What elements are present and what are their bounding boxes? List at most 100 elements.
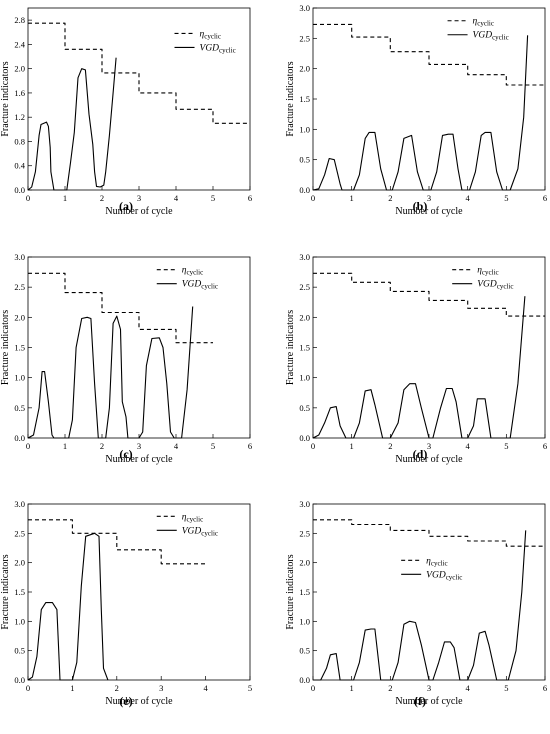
x-tick-label: 2: [115, 683, 119, 693]
x-tick-label: 2: [100, 193, 104, 203]
x-tick-label: 1: [63, 441, 67, 451]
y-tick-label: 1.0: [299, 616, 310, 626]
x-tick-label: 2: [388, 193, 392, 203]
x-tick-label: 0: [26, 193, 30, 203]
vgd-cyclic-line: [312, 35, 529, 191]
legend: ηcyclic VGDcyclic: [174, 29, 236, 54]
x-axis-label: Number of cycle: [395, 454, 463, 465]
vgd-cyclic-line: [27, 532, 109, 681]
y-tick-label: 2.5: [299, 282, 310, 292]
panel-caption: (a): [119, 199, 133, 213]
y-tick-label: 2.4: [14, 39, 25, 49]
legend: ηcyclic VGDcyclic: [156, 512, 218, 537]
y-tick-label: 0.5: [14, 403, 25, 413]
vgd-cyclic-line: [27, 57, 117, 191]
y-tick-label: 2.8: [14, 15, 25, 25]
y-tick-label: 0.5: [14, 646, 25, 656]
x-tick-label: 4: [466, 441, 471, 451]
legend-vgd-label: VGDcyclic: [473, 31, 509, 42]
x-tick-label: 0: [311, 193, 315, 203]
y-axis-label: Fracture indicators: [0, 554, 11, 629]
x-axis-label: Number of cycle: [105, 454, 173, 465]
vgd-cyclic-line: [313, 530, 527, 681]
eta-cyclic-line: [313, 519, 545, 547]
y-axis-label: Fracture indicators: [285, 310, 296, 385]
vgd-cyclic-line: [27, 306, 194, 439]
y-tick-label: 2.0: [299, 64, 310, 74]
y-tick-label: 2.5: [299, 33, 310, 43]
x-tick-label: 6: [248, 193, 252, 203]
x-tick-label: 0: [26, 683, 30, 693]
plot-frame: [312, 7, 546, 191]
legend: ηcyclic VGDcyclic: [452, 266, 513, 291]
legend-vgd-label: VGDcyclic: [426, 570, 462, 581]
y-axis-label: Fracture indicators: [285, 554, 296, 629]
legend: ηcyclic VGDcyclic: [401, 556, 462, 581]
y-tick-label: 2.5: [14, 282, 25, 292]
y-tick-label: 2.5: [14, 528, 25, 538]
x-tick-label: 1: [350, 193, 354, 203]
y-tick-label: 1.5: [299, 587, 310, 597]
x-tick-label: 0: [26, 441, 30, 451]
chart-panel-5: 0 1 2 3 4 5 0.0 0.5 1.0 1.5 2.0 2.5 3.0 Number of cyc…: [0, 499, 252, 708]
y-tick-label: 2.5: [299, 528, 310, 538]
x-axis-label: Number of cycle: [105, 206, 173, 217]
x-tick-label: 3: [137, 193, 141, 203]
x-tick-label: 0: [311, 683, 315, 693]
y-tick-label: 0.0: [14, 675, 25, 685]
x-tick-label: 1: [63, 193, 67, 203]
y-tick-label: 3.0: [14, 499, 25, 509]
y-axis-label: Fracture indicators: [0, 310, 11, 385]
x-tick-label: 6: [543, 193, 547, 203]
y-tick-label: 0.8: [14, 136, 25, 146]
panel-caption: (e): [119, 694, 132, 708]
legend-eta-label: ηcyclic: [473, 17, 494, 28]
legend-eta-label: ηcyclic: [182, 512, 203, 523]
y-tick-label: 1.5: [14, 343, 25, 353]
y-tick-label: 1.0: [299, 373, 310, 383]
y-tick-label: 2.0: [299, 558, 310, 568]
y-tick-label: 3.0: [299, 499, 310, 509]
y-tick-label: 1.0: [299, 124, 310, 134]
y-tick-label: 0.0: [14, 433, 25, 443]
legend-eta-label: ηcyclic: [477, 266, 498, 277]
legend: ηcyclic VGDcyclic: [156, 266, 218, 291]
y-axis-label: Fracture indicators: [285, 61, 296, 136]
chart-panel-6: 0 1 2 3 4 5 6 0.0 0.5 1.0 1.5 2.0 2.5 3.0 Number of cy…: [285, 499, 547, 708]
y-tick-label: 1.5: [299, 343, 310, 353]
y-tick-label: 1.5: [299, 94, 310, 104]
chart-panel-2: 0 1 2 3 4 5 6 0.0 0.5 1.0 1.5 2.0 2.5 3.0 Number of cy…: [285, 3, 547, 217]
chart-panel-3: 0 1 2 3 4 5 6 0.0 0.5 1.0 1.5 2.0 2.5 3.0 Number of cy…: [0, 252, 252, 465]
y-tick-label: 3.0: [14, 252, 25, 262]
vgd-cyclic-line: [312, 296, 526, 439]
y-tick-label: 1.2: [14, 112, 25, 122]
x-tick-label: 0: [311, 441, 315, 451]
x-tick-label: 4: [466, 193, 471, 203]
x-tick-label: 3: [159, 683, 163, 693]
x-tick-label: 6: [543, 441, 547, 451]
y-tick-label: 2.0: [14, 64, 25, 74]
y-tick-label: 1.5: [14, 587, 25, 597]
x-tick-label: 1: [350, 441, 354, 451]
x-axis-label: Number of cycle: [395, 206, 463, 217]
legend-vgd-label: VGDcyclic: [477, 280, 513, 291]
y-tick-label: 1.0: [14, 616, 25, 626]
eta-cyclic-line: [313, 272, 545, 317]
y-tick-label: 0.0: [299, 433, 310, 443]
x-tick-label: 6: [248, 441, 252, 451]
x-tick-label: 5: [211, 193, 215, 203]
x-tick-label: 4: [174, 441, 179, 451]
x-tick-label: 3: [427, 683, 431, 693]
eta-cyclic-line: [28, 519, 206, 565]
y-tick-label: 0.5: [299, 646, 310, 656]
chart-panel-4: 0 1 2 3 4 5 6 0.0 0.5 1.0 1.5 2.0 2.5 3.0 Number of cy…: [285, 252, 547, 465]
x-tick-label: 3: [427, 441, 431, 451]
y-tick-label: 3.0: [299, 252, 310, 262]
x-tick-label: 2: [388, 683, 392, 693]
x-tick-label: 5: [504, 193, 508, 203]
y-tick-label: 3.0: [299, 3, 310, 13]
y-tick-label: 2.0: [14, 312, 25, 322]
eta-cyclic-line: [28, 22, 250, 124]
y-tick-label: 0.4: [14, 161, 25, 171]
x-tick-label: 5: [211, 441, 215, 451]
